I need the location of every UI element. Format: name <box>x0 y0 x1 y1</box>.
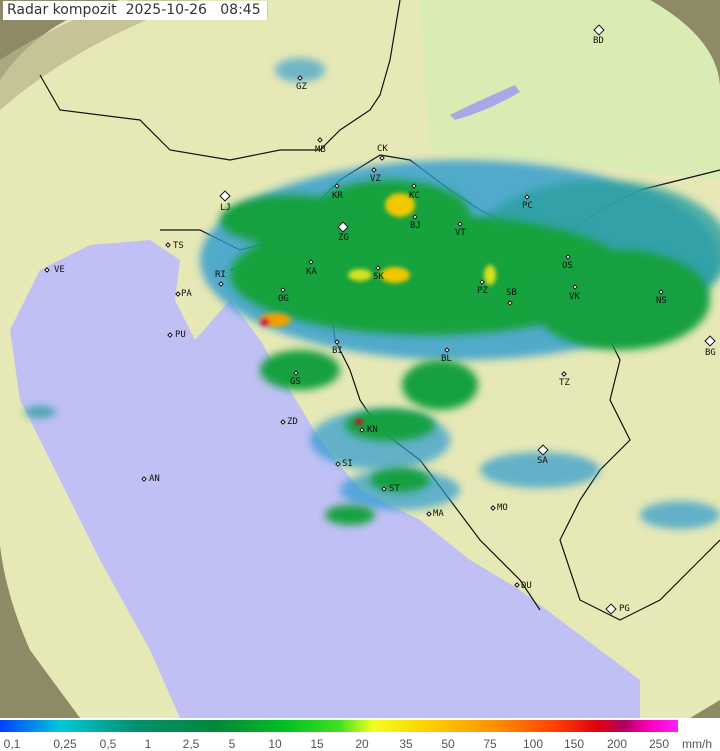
legend-tick: 35 <box>399 737 413 751</box>
legend-tick: 10 <box>268 737 282 751</box>
city-label: VZ <box>370 174 381 184</box>
city-label: VT <box>455 228 466 238</box>
radar-echoes <box>24 58 720 529</box>
city-label: BL <box>441 354 452 364</box>
city-label: SK <box>373 272 384 282</box>
city-label: ZG <box>338 233 349 243</box>
city-label: VK <box>569 292 580 302</box>
legend-tick: 0,5 <box>99 737 117 751</box>
legend-tick: 50 <box>441 737 455 751</box>
precipitation-color-scale <box>0 720 678 732</box>
legend-tick: 0,25 <box>53 737 77 751</box>
city-label: OS <box>562 261 573 271</box>
legend-tick: 15 <box>310 737 324 751</box>
legend-tick: 200 <box>606 737 628 751</box>
legend-tick: 150 <box>563 737 585 751</box>
city-label: MA <box>433 509 444 519</box>
legend-tick: 100 <box>522 737 544 751</box>
city-label: ST <box>389 484 400 494</box>
legend-tick: 5 <box>228 737 236 751</box>
legend-tick: 250 <box>648 737 670 751</box>
city-label: GS <box>290 377 301 387</box>
legend-unit: mm/h <box>682 737 712 751</box>
city-label: PA <box>181 289 192 299</box>
city-label: TZ <box>559 378 570 388</box>
city-label: SB <box>506 288 517 298</box>
city-label: GZ <box>296 82 307 92</box>
city-label: NS <box>656 296 667 306</box>
city-label: VE <box>54 265 65 275</box>
lake-balaton <box>450 85 520 120</box>
city-label: BI <box>332 346 343 356</box>
city-label: SI <box>342 459 353 469</box>
city-label: RI <box>215 270 226 280</box>
city-label: PC <box>522 201 533 211</box>
city-label: KN <box>367 425 378 435</box>
radar-map <box>0 0 720 718</box>
legend-tick: 20 <box>355 737 369 751</box>
city-label: PG <box>619 604 630 614</box>
city-label: PU <box>175 330 186 340</box>
city-label: CK <box>377 144 388 154</box>
city-label: KR <box>332 191 343 201</box>
legend-tick: 0,1 <box>3 737 21 751</box>
city-label: KA <box>306 267 317 277</box>
city-label: BG <box>705 348 716 358</box>
city-label: LJ <box>220 203 231 213</box>
map-title: Radar kompozit 2025-10-26 08:45 <box>3 1 268 20</box>
legend-tick: 1 <box>144 737 152 751</box>
city-label: MB <box>315 145 326 155</box>
city-label: BD <box>593 36 604 46</box>
city-label: DU <box>521 581 532 591</box>
city-label: OG <box>278 294 289 304</box>
legend-tick: 2,5 <box>182 737 200 751</box>
legend-tick: 75 <box>483 737 497 751</box>
city-label: KC <box>409 191 420 201</box>
city-label: ZD <box>287 417 298 427</box>
city-label: MO <box>497 503 508 513</box>
coverage-ring-north <box>0 0 200 110</box>
land-green-east <box>420 0 720 180</box>
adriatic-sea <box>10 240 640 718</box>
city-label: SA <box>537 456 548 466</box>
city-label: TS <box>173 241 184 251</box>
city-label: PZ <box>477 286 488 296</box>
city-label: BJ <box>410 221 421 231</box>
city-label: AN <box>149 474 160 484</box>
